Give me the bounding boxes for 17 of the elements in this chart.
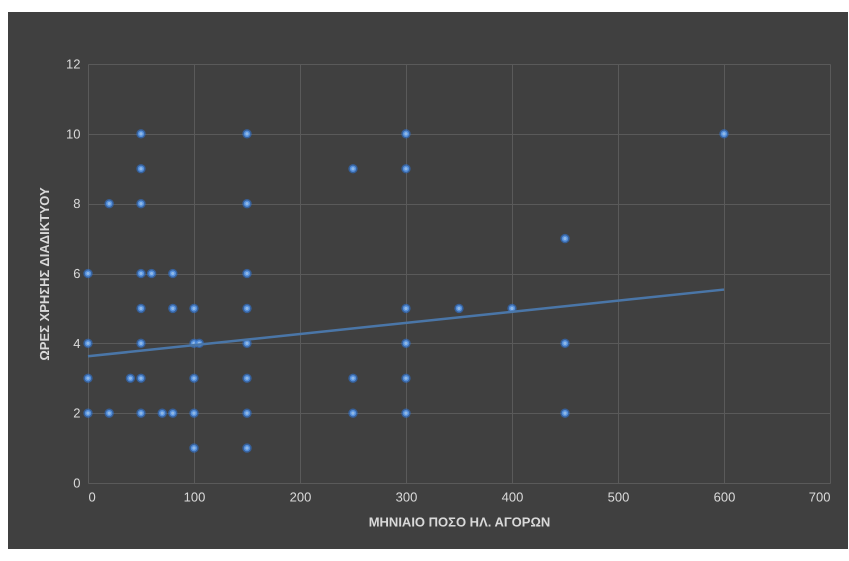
x-tick-label: 0 [88,490,96,504]
x-axis-title: ΜΗΝΙΑΙΟ ΠΟΣΟ ΗΛ. ΑΓΟΡΩΝ [368,514,550,530]
y-tick-label: 10 [66,126,80,142]
x-tick-label: 200 [290,490,312,504]
x-tick-label: 300 [396,490,418,504]
y-tick-label: 2 [73,406,80,421]
y-tick-label: 8 [73,196,80,212]
y-tick-label: 4 [73,336,80,351]
x-tick-label: 100 [184,490,206,504]
x-tick-label: 400 [502,490,524,504]
y-axis-title: ΩΡΕΣ ΧΡΗΣΗΣ ΔΙΑΔΙΚΤΥΟΥ [37,187,52,361]
y-tick-label: 6 [73,266,80,281]
x-tick-label: 500 [608,490,630,504]
x-tick-label: 600 [714,490,736,504]
x-tick-label: 700 [808,490,830,504]
y-tick-label: 0 [73,476,80,490]
y-tick-label: 12 [66,56,80,72]
